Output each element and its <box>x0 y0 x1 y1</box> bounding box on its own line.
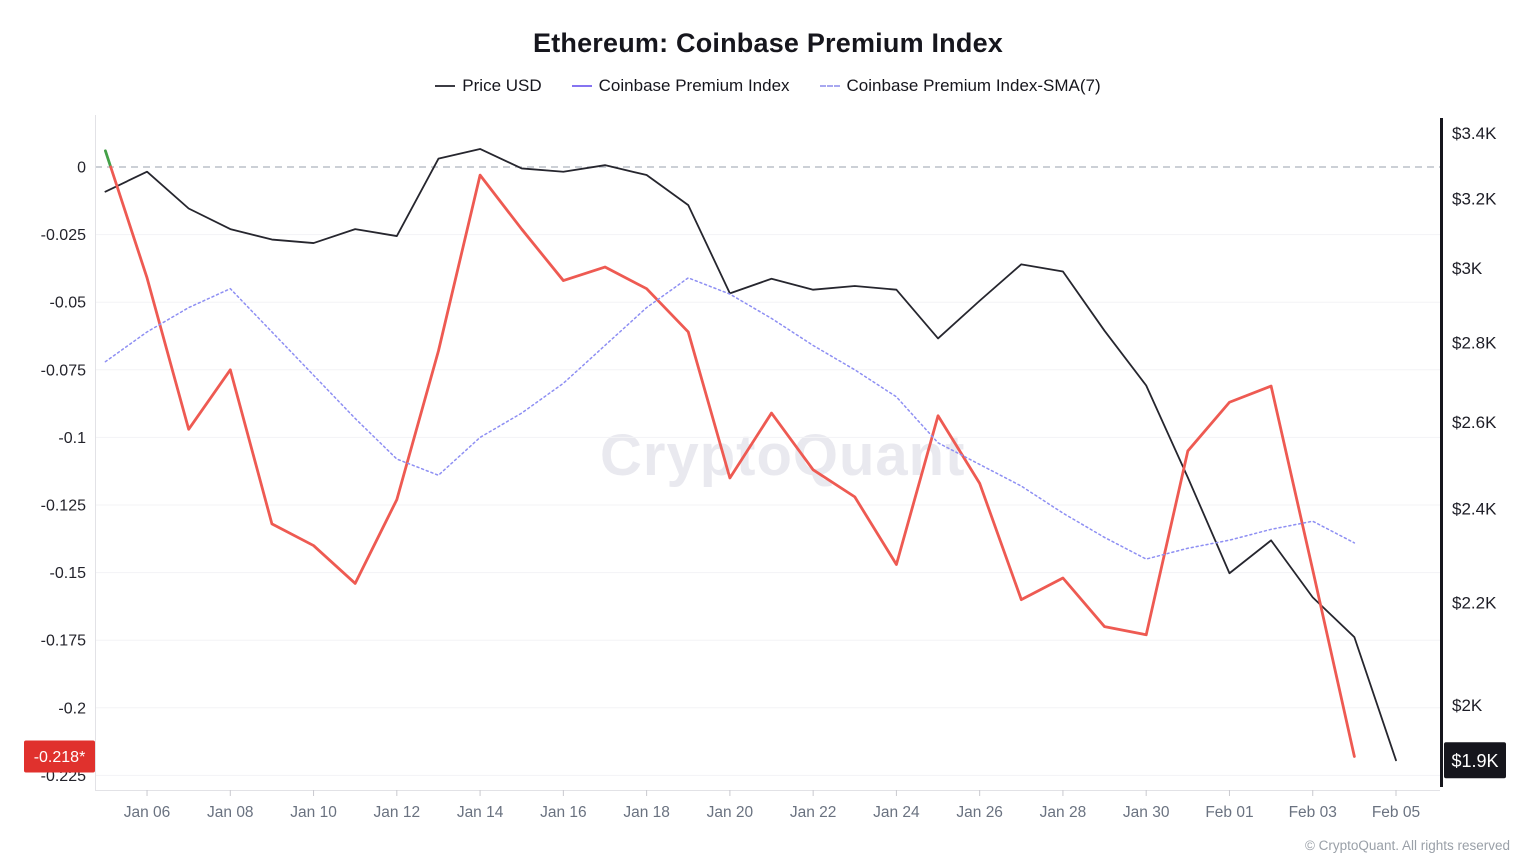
left-axis-tick-label: -0.05 <box>50 295 87 312</box>
price-last-value-badge: $1.9K <box>1451 751 1498 771</box>
left-axis-tick-label: 0 <box>77 160 86 177</box>
x-axis-tick-label: Jan 26 <box>956 804 1003 821</box>
left-axis-tick-label: -0.125 <box>41 498 86 515</box>
x-axis-tick-label: Jan 14 <box>457 804 504 821</box>
x-axis-tick-label: Jan 22 <box>790 804 837 821</box>
data-series <box>104 148 1397 762</box>
x-axis-tick-label: Jan 18 <box>623 804 670 821</box>
right-axis-tick-label: $2.2K <box>1452 593 1497 612</box>
legend-label: Price USD <box>462 76 542 95</box>
right-axis-tick-label: $3.4K <box>1452 124 1497 143</box>
x-axis-tick-label: Jan 28 <box>1040 804 1087 821</box>
legend-item-premium-sma7[interactable]: Coinbase Premium Index-SMA(7) <box>819 76 1101 96</box>
legend-label: Coinbase Premium Index-SMA(7) <box>846 76 1101 95</box>
gridlines <box>95 166 1440 776</box>
x-axis-tick-label: Jan 06 <box>124 804 171 821</box>
price-line-swatch-icon <box>435 85 456 87</box>
right-axis-tick-label: $2.8K <box>1452 333 1497 352</box>
premium-line-swatch-icon <box>571 85 592 87</box>
x-axis-tick-label: Jan 12 <box>374 804 421 821</box>
x-axis-tick-label: Feb 03 <box>1289 804 1337 821</box>
x-axis-tick-label: Jan 16 <box>540 804 587 821</box>
last-value-badges: -0.218* $1.9K <box>24 740 1506 779</box>
chart-legend: Price USD Coinbase Premium Index Coinbas… <box>0 76 1536 96</box>
x-axis-tick-label: Jan 30 <box>1123 804 1170 821</box>
copyright-notice: © CryptoQuant. All rights reserved <box>1304 838 1510 853</box>
legend-item-price-usd[interactable]: Price USD <box>435 76 542 96</box>
left-axis-tick-label: -0.175 <box>41 633 86 650</box>
legend-item-coinbase-premium-index[interactable]: Coinbase Premium Index <box>571 76 790 96</box>
x-axis-tick-label: Feb 01 <box>1205 804 1253 821</box>
right-axis-tick-label: $2.6K <box>1452 413 1497 432</box>
chart-title: Ethereum: Coinbase Premium Index <box>532 28 1003 58</box>
left-axis-tick-label: -0.075 <box>41 362 86 379</box>
left-axis-tick-label: -0.1 <box>58 430 86 447</box>
x-axis-tick-label: Jan 08 <box>207 804 254 821</box>
right-axis-tick-label: $2.4K <box>1452 499 1497 518</box>
right-axis-tick-label: $2K <box>1452 696 1483 715</box>
x-axis-tick-label: Jan 24 <box>873 804 920 821</box>
axis-labels: 0 -0.025 -0.05 -0.075 -0.1 -0.125 -0.15 -0.175 -… <box>41 124 1497 821</box>
left-axis-tick-label: -0.025 <box>41 227 86 244</box>
premium-last-value-badge: -0.218* <box>34 749 86 766</box>
x-axis-tick-label: Jan 10 <box>290 804 337 821</box>
left-axis-tick-label: -0.2 <box>58 700 86 717</box>
sma-line-swatch-icon <box>819 85 840 87</box>
right-axis-tick-label: $3.2K <box>1452 189 1497 208</box>
x-axis-tick-label: Jan 20 <box>707 804 754 821</box>
cryptoquant-watermark: CryptoQuant <box>600 423 966 488</box>
left-axis-tick-label: -0.15 <box>50 565 87 582</box>
legend-label: Coinbase Premium Index <box>598 76 790 95</box>
axes <box>95 115 1443 796</box>
x-axis-tick-label: Feb 05 <box>1372 804 1420 821</box>
right-axis-tick-label: $3K <box>1452 259 1483 278</box>
